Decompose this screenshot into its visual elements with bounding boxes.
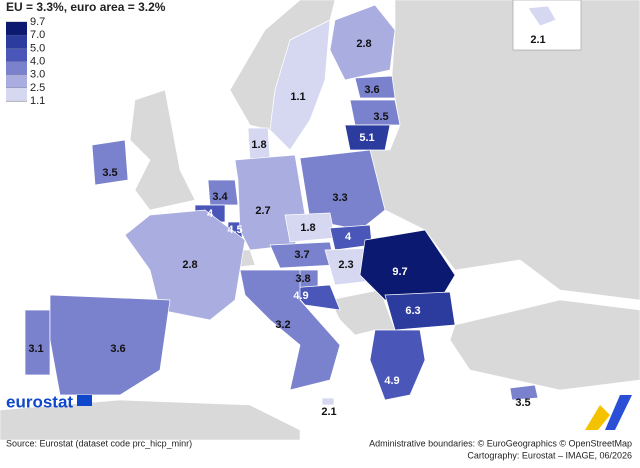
- title: EU = 3.3%, euro area = 3.2%: [6, 0, 166, 14]
- region: [49, 294, 171, 396]
- region-label: 2.3: [338, 259, 353, 271]
- legend-label: 2.5: [30, 82, 45, 94]
- region: [384, 291, 456, 331]
- region: [321, 397, 335, 406]
- region: [299, 149, 386, 231]
- region: [207, 179, 239, 206]
- region-label: 6.3: [405, 305, 420, 317]
- region-label: 4.9: [384, 375, 399, 387]
- cartography: Cartography: Eurostat – IMAGE, 06/2026: [467, 450, 632, 460]
- region-label: 3.6: [364, 84, 379, 96]
- region-label: 1.8: [251, 139, 266, 151]
- labels: 2.8 1.1 3.6 3.5 5.1 1.8 3.5 3.4 4 4.5 2.7 3.3 1.8 4 2.…: [28, 34, 545, 418]
- region-label: 2.7: [255, 205, 270, 217]
- region-label: 2.1: [321, 406, 336, 418]
- legend-swatch: [6, 48, 27, 62]
- region: [509, 384, 539, 401]
- region-label: 5.1: [359, 132, 374, 144]
- region-label: 1.1: [290, 91, 305, 103]
- region-label: 1.8: [300, 222, 315, 234]
- region-label: 4.9: [293, 290, 308, 302]
- region-label: 3.6: [110, 343, 125, 355]
- logo: eurostat: [6, 392, 73, 411]
- africa: [0, 399, 301, 441]
- region-label: 3.2: [275, 319, 290, 331]
- legend-swatch: [6, 74, 27, 88]
- region-label: 2.1: [530, 34, 545, 46]
- region: [269, 19, 331, 151]
- region-label: 4: [345, 231, 352, 243]
- legend-swatch: [6, 35, 27, 49]
- non-eu-land: [0, 0, 640, 441]
- region: [344, 124, 391, 151]
- region-label: 3.7: [294, 249, 309, 261]
- region: [354, 75, 396, 99]
- logo-shape: [605, 395, 632, 430]
- legend-swatch: [6, 61, 27, 75]
- legend-label: 4.0: [30, 56, 45, 68]
- legend-label: 7.0: [30, 29, 45, 41]
- legend-label: 3.0: [30, 69, 45, 81]
- region: [24, 309, 51, 376]
- turkey: [449, 299, 640, 391]
- region-label: 3.1: [28, 343, 43, 355]
- region-label: 4.5: [227, 224, 242, 236]
- region: [527, 5, 557, 27]
- region-label: 3.5: [373, 111, 388, 123]
- region: [91, 139, 129, 186]
- legend-label: 5.0: [30, 42, 45, 54]
- logo-shape: [585, 405, 610, 430]
- legend: 9.77.05.0 4.03.02.51.1: [6, 16, 45, 107]
- region-label: 2.8: [182, 259, 197, 271]
- region-label: 2.8: [356, 38, 371, 50]
- region: [329, 4, 396, 81]
- region-label: 4: [207, 208, 214, 220]
- region-label: 3.4: [212, 191, 228, 203]
- region-label: 3.5: [515, 397, 530, 409]
- region: [349, 99, 401, 126]
- region-label: 3.8: [295, 273, 310, 285]
- legend-label: 9.7: [30, 16, 45, 28]
- legend-swatch: [6, 88, 27, 102]
- region-label: 3.5: [102, 167, 117, 179]
- region: [239, 269, 341, 391]
- boundaries: Administrative boundaries: © EuroGeograp…: [369, 438, 632, 448]
- region: [369, 329, 426, 401]
- source: Source: Eurostat (dataset code prc_hicp_…: [6, 438, 192, 448]
- region: [124, 209, 246, 321]
- uk: [129, 89, 196, 211]
- regions: [24, 4, 557, 406]
- region-label: 3.3: [332, 192, 347, 204]
- legend-label: 1.1: [30, 95, 45, 107]
- legend-swatch: [6, 22, 27, 36]
- eu-flag: [77, 395, 92, 406]
- region-label: 9.7: [392, 266, 407, 278]
